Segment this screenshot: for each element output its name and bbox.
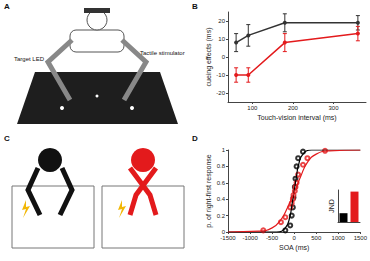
svg-text:100: 100 — [247, 105, 258, 111]
svg-text:C: C — [4, 134, 10, 143]
svg-text:-10: -10 — [216, 72, 225, 78]
svg-text:p. of right-first response: p. of right-first response — [205, 154, 213, 228]
svg-text:0: 0 — [222, 54, 226, 60]
svg-text:Tactile stimulator: Tactile stimulator — [140, 50, 185, 56]
svg-text:0.2: 0.2 — [217, 213, 226, 219]
svg-text:0.4: 0.4 — [217, 196, 226, 202]
svg-text:0: 0 — [221, 229, 225, 235]
svg-text:Touch-vision interval (ms): Touch-vision interval (ms) — [257, 114, 336, 122]
svg-text:-500: -500 — [266, 235, 279, 241]
svg-text:JND: JND — [328, 199, 335, 213]
svg-text:200: 200 — [288, 105, 299, 111]
svg-text:500: 500 — [311, 235, 322, 241]
svg-text:B: B — [192, 2, 198, 11]
svg-text:300: 300 — [329, 105, 340, 111]
svg-text:0: 0 — [292, 235, 296, 241]
svg-text:cueing effects (ms): cueing effects (ms) — [205, 27, 213, 86]
svg-text:SOA (ms): SOA (ms) — [279, 244, 309, 252]
svg-text:-1500: -1500 — [220, 235, 236, 241]
svg-text:A: A — [4, 2, 10, 11]
svg-text:1: 1 — [222, 147, 226, 153]
svg-text:0.8: 0.8 — [217, 163, 226, 169]
svg-text:-20: -20 — [216, 90, 225, 96]
svg-text:10: 10 — [218, 36, 225, 42]
svg-text:Target LED: Target LED — [14, 56, 45, 62]
svg-text:20: 20 — [218, 18, 225, 24]
svg-text:1500: 1500 — [354, 235, 368, 241]
svg-text:D: D — [192, 134, 198, 143]
svg-text:1000: 1000 — [332, 235, 346, 241]
svg-text:0.6: 0.6 — [217, 180, 226, 186]
svg-text:-1000: -1000 — [242, 235, 258, 241]
